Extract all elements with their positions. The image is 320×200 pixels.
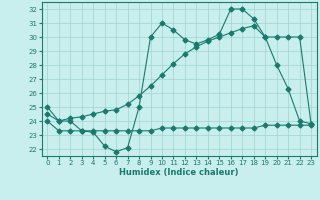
X-axis label: Humidex (Indice chaleur): Humidex (Indice chaleur) <box>119 168 239 177</box>
